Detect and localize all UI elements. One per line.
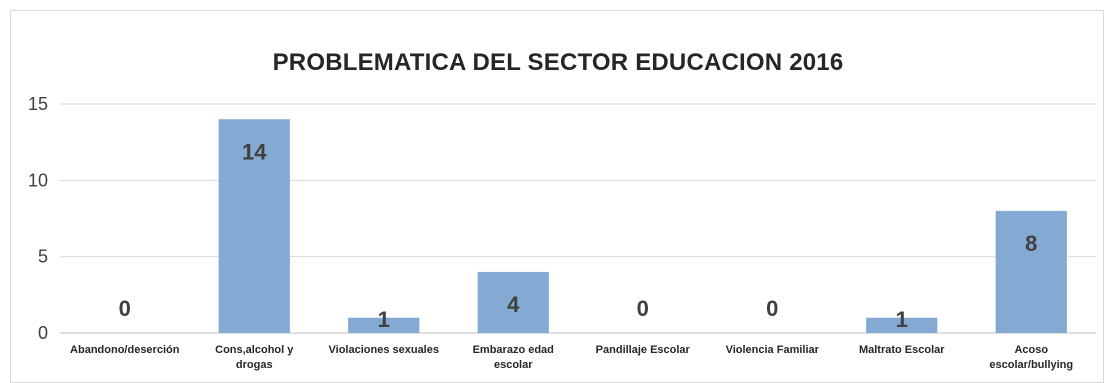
x-tick-label-1-line-0: Cons,alcohol y <box>215 344 294 356</box>
bar-6 <box>866 317 938 333</box>
data-label-4: 0 <box>637 296 649 321</box>
data-label-1: 14 <box>242 139 267 164</box>
data-label-3: 4 <box>507 292 520 317</box>
data-label-2: 1 <box>378 307 390 332</box>
bar-2 <box>348 317 420 333</box>
x-tick-label-2: Violaciones sexuales <box>329 344 439 356</box>
x-tick-label-3-line-0: Embarazo edad <box>473 344 554 356</box>
x-tick-label-3-line-1: escolar <box>494 359 533 371</box>
data-label-7: 8 <box>1025 231 1037 256</box>
y-tick-label-0: 0 <box>38 323 48 343</box>
data-label-6: 1 <box>896 307 908 332</box>
x-tick-label-0: Abandono/deserción <box>70 344 180 356</box>
x-tick-label-6: Maltrato Escolar <box>859 344 945 356</box>
bar-1 <box>218 119 290 334</box>
chart-title: PROBLEMATICA DEL SECTOR EDUCACION 2016 <box>272 49 844 76</box>
x-tick-label-4: Pandillaje Escolar <box>596 344 691 356</box>
data-label-5: 0 <box>766 296 778 321</box>
x-tick-label-5: Violencia Familiar <box>726 344 820 356</box>
x-tick-label-7-line-1: escolar/bullying <box>989 359 1073 371</box>
x-tick-label-1-line-1: drogas <box>236 359 273 371</box>
bar-3 <box>477 271 549 333</box>
y-tick-label-5: 5 <box>38 247 48 267</box>
chart-frame: PROBLEMATICA DEL SECTOR EDUCACION 2016 <box>10 10 1104 383</box>
bar-7 <box>995 210 1067 333</box>
data-label-0: 0 <box>119 296 131 321</box>
y-tick-label-10: 10 <box>28 170 48 190</box>
x-tick-label-7-line-0: Acoso <box>1014 344 1048 356</box>
y-tick-label-15: 15 <box>28 94 48 114</box>
